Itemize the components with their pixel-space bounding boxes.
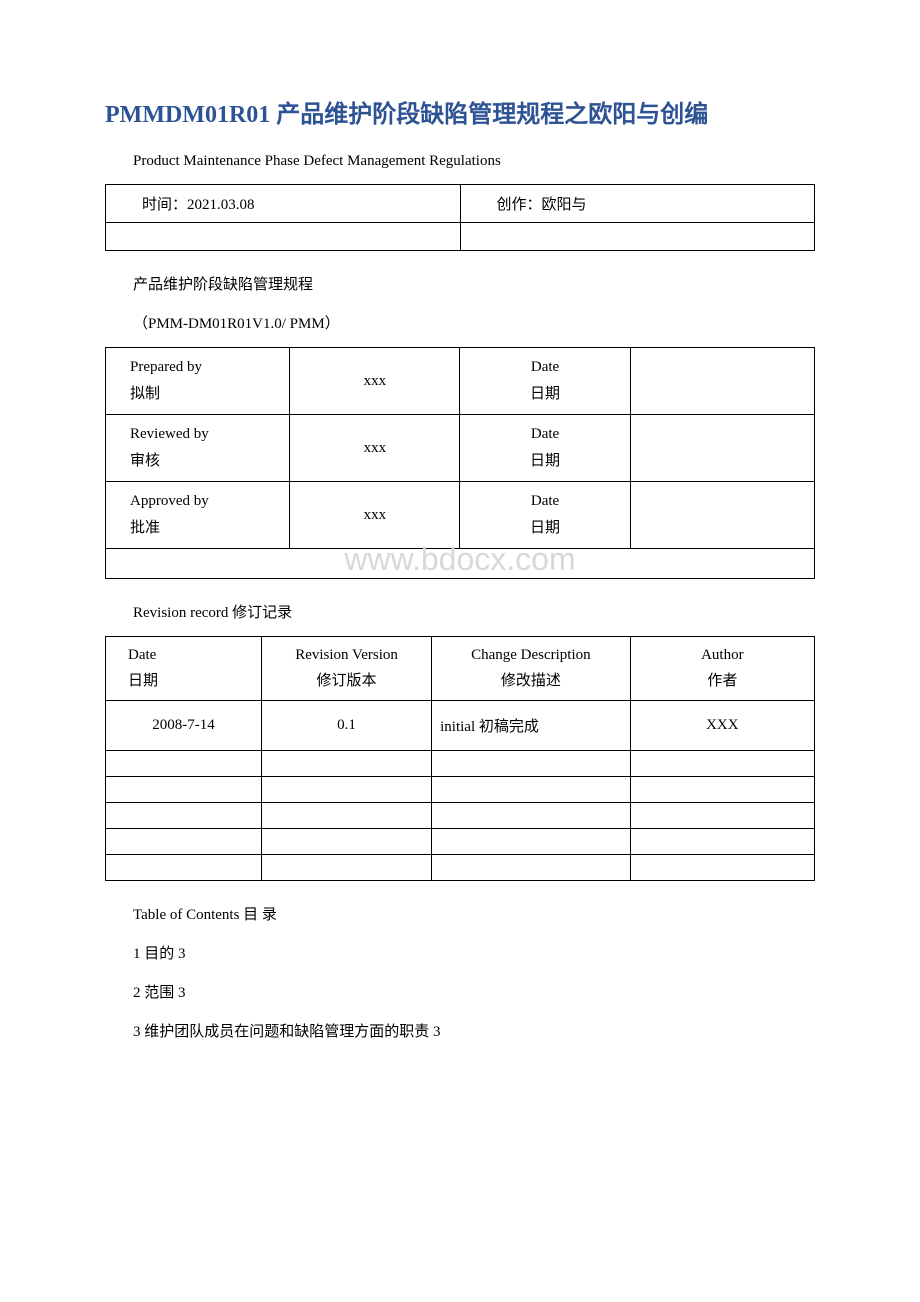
table-row: Prepared by 拟制 xxx Date 日期 xyxy=(106,348,815,415)
table-row: Reviewed by 审核 xxx Date 日期 xyxy=(106,415,815,482)
revision-header-change: Change Description 修改描述 xyxy=(432,637,631,701)
revision-empty-cell xyxy=(106,829,262,855)
revision-header-author: Author 作者 xyxy=(630,637,814,701)
table-row xyxy=(106,855,815,881)
approval-label-en: Prepared by xyxy=(130,359,202,375)
approval-date-cn: 日期 xyxy=(530,386,560,402)
revision-empty-cell xyxy=(432,855,631,881)
revision-empty-cell xyxy=(106,803,262,829)
revision-empty-cell xyxy=(432,829,631,855)
approval-date-en: Date xyxy=(531,359,559,375)
approval-date-cell: Date 日期 xyxy=(460,482,630,549)
table-row xyxy=(106,803,815,829)
revision-empty-cell xyxy=(630,803,814,829)
toc-item: 3 维护团队成员在问题和缺陷管理方面的职责 3 xyxy=(105,1020,815,1041)
approval-label-cn: 批准 xyxy=(130,520,160,536)
revision-empty-cell xyxy=(630,829,814,855)
table-row xyxy=(106,223,815,251)
meta-empty-cell xyxy=(106,223,461,251)
header-cn: 日期 xyxy=(128,673,158,689)
approval-empty-cell xyxy=(630,348,814,415)
revision-empty-cell xyxy=(261,855,431,881)
approval-date-en: Date xyxy=(531,493,559,509)
approval-value-cell: xxx xyxy=(290,348,460,415)
table-row xyxy=(106,777,815,803)
approval-date-cn: 日期 xyxy=(530,520,560,536)
revision-header-date: Date 日期 xyxy=(106,637,262,701)
revision-empty-cell xyxy=(432,777,631,803)
table-header-row: Date 日期 Revision Version 修订版本 Change Des… xyxy=(106,637,815,701)
approval-date-cn: 日期 xyxy=(530,453,560,469)
main-title: PMMDM01R01 产品维护阶段缺陷管理规程之欧阳与创编 xyxy=(105,100,815,131)
revision-empty-cell xyxy=(630,855,814,881)
revision-date-cell: 2008-7-14 xyxy=(106,701,262,751)
approval-label-cn: 审核 xyxy=(130,453,160,469)
revision-empty-cell xyxy=(106,777,262,803)
header-en: Author xyxy=(701,647,744,663)
table-row xyxy=(106,751,815,777)
revision-table: Date 日期 Revision Version 修订版本 Change Des… xyxy=(105,636,815,881)
revision-empty-cell xyxy=(630,751,814,777)
header-cn: 修订版本 xyxy=(317,673,377,689)
table-row: 2008-7-14 0.1 initial 初稿完成 XXX xyxy=(106,701,815,751)
approval-date-cell: Date 日期 xyxy=(460,348,630,415)
approval-table: Prepared by 拟制 xxx Date 日期 Reviewed by 审… xyxy=(105,347,815,579)
revision-version-cell: 0.1 xyxy=(261,701,431,751)
revision-empty-cell xyxy=(261,751,431,777)
header-en: Change Description xyxy=(471,647,591,663)
table-row xyxy=(106,829,815,855)
approval-label-cn: 拟制 xyxy=(130,386,160,402)
approval-empty-row-cell: www.bdocx.com xyxy=(106,549,815,579)
toc-item: 1 目的 3 xyxy=(105,942,815,963)
approval-date-en: Date xyxy=(531,426,559,442)
approval-label-cell: Approved by 批准 xyxy=(106,482,290,549)
revision-empty-cell xyxy=(106,855,262,881)
approval-value-cell: xxx xyxy=(290,415,460,482)
approval-date-cell: Date 日期 xyxy=(460,415,630,482)
meta-author-cell: 创作：欧阳与 xyxy=(460,185,815,223)
table-row: www.bdocx.com xyxy=(106,549,815,579)
meta-table: 时间：2021.03.08 创作：欧阳与 xyxy=(105,184,815,251)
revision-change-cell: initial 初稿完成 xyxy=(432,701,631,751)
approval-label-cell: Prepared by 拟制 xyxy=(106,348,290,415)
revision-empty-cell xyxy=(432,803,631,829)
approval-label-cell: Reviewed by 审核 xyxy=(106,415,290,482)
header-en: Date xyxy=(128,647,156,663)
revision-empty-cell xyxy=(432,751,631,777)
revision-empty-cell xyxy=(106,751,262,777)
approval-value-cell: xxx xyxy=(290,482,460,549)
revision-author-cell: XXX xyxy=(630,701,814,751)
header-cn: 作者 xyxy=(707,673,737,689)
table-row: Approved by 批准 xxx Date 日期 xyxy=(106,482,815,549)
product-text: 产品维护阶段缺陷管理规程 xyxy=(105,273,815,294)
revision-empty-cell xyxy=(261,777,431,803)
revision-title: Revision record 修订记录 xyxy=(105,601,815,622)
meta-empty-cell xyxy=(460,223,815,251)
approval-label-en: Reviewed by xyxy=(130,426,209,442)
revision-header-version: Revision Version 修订版本 xyxy=(261,637,431,701)
header-cn: 修改描述 xyxy=(501,673,561,689)
revision-empty-cell xyxy=(261,803,431,829)
approval-empty-cell xyxy=(630,415,814,482)
revision-empty-cell xyxy=(261,829,431,855)
toc-title: Table of Contents 目 录 xyxy=(105,903,815,924)
subtitle: Product Maintenance Phase Defect Managem… xyxy=(105,153,815,170)
header-en: Revision Version xyxy=(295,647,398,663)
table-row: 时间：2021.03.08 创作：欧阳与 xyxy=(106,185,815,223)
meta-time-cell: 时间：2021.03.08 xyxy=(106,185,461,223)
version-text: （PMM-DM01R01V1.0/ PMM） xyxy=(105,312,815,333)
approval-label-en: Approved by xyxy=(130,493,209,509)
approval-empty-cell xyxy=(630,482,814,549)
revision-empty-cell xyxy=(630,777,814,803)
toc-item: 2 范围 3 xyxy=(105,981,815,1002)
